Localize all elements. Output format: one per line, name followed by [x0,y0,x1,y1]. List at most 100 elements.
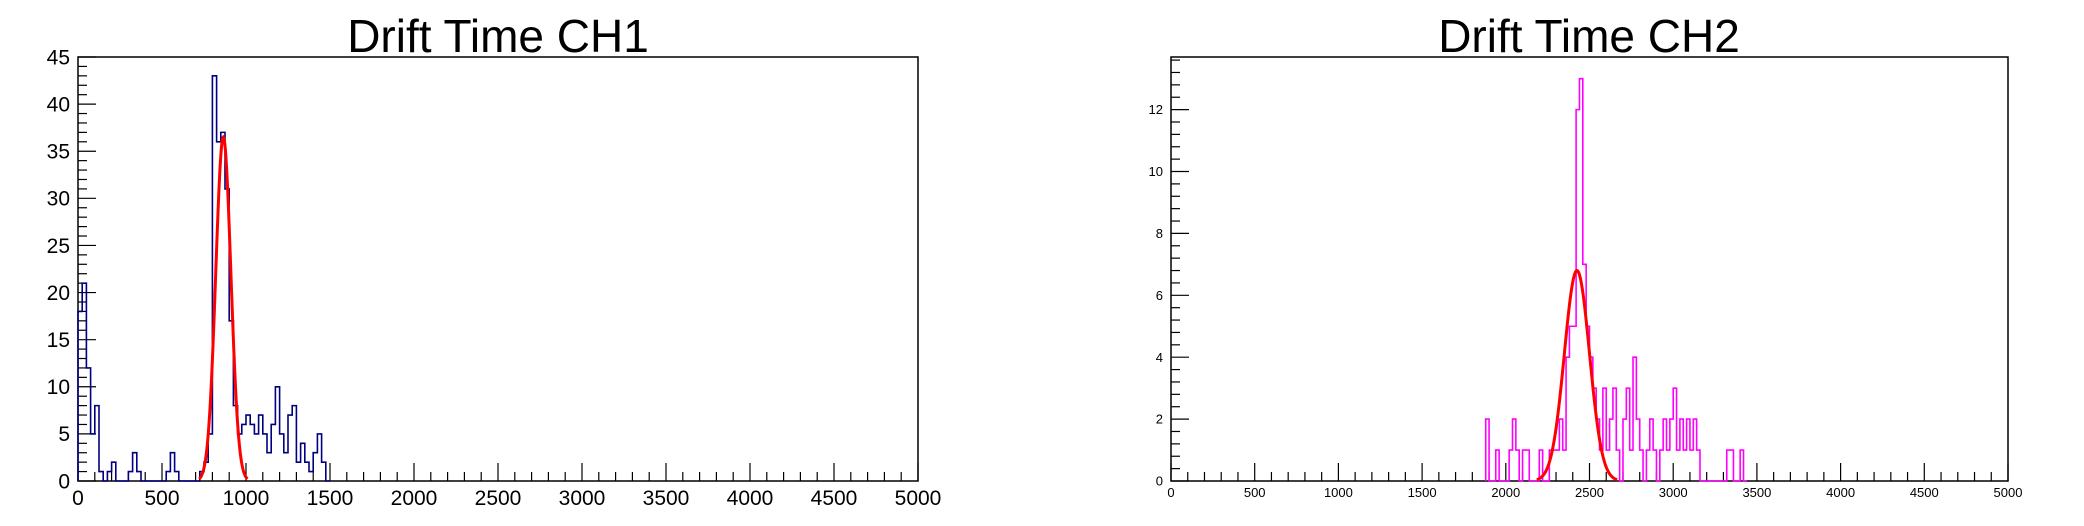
histogram-bin [1727,450,1730,481]
histogram-bin [254,434,258,481]
histogram-bin [1526,450,1529,481]
x-tick-label: 3000 [1659,485,1688,500]
histogram-bin [1667,450,1670,481]
y-tick-label: 10 [47,376,70,399]
x-tick-label: 4000 [1826,485,1855,500]
histogram-bin [1569,326,1572,481]
y-tick-label: 35 [47,141,70,164]
y-tick-label: 15 [47,329,70,352]
histogram-bin [1683,450,1686,481]
gaussian-fit-curve [198,134,249,481]
histogram-bin [1566,357,1569,481]
histogram-bin [267,453,271,481]
histogram-bin [246,415,250,481]
histogram-bin [112,462,116,481]
histogram-bin [175,472,179,481]
histogram-bin [95,406,99,481]
histogram-bin [1559,419,1562,481]
histogram-panel-ch2: Drift Time CH2 0 500 1000 1500 2000 2500 3000 35… [1149,10,2023,500]
histogram-bin [170,453,174,481]
histogram-bin [1610,419,1613,481]
histogram-bin [1523,450,1526,481]
histogram-bin [275,387,279,481]
histogram-bin [1687,419,1690,481]
histogram-bin [1626,388,1629,481]
x-tick-label: 1500 [307,487,354,510]
histogram-bin [1633,357,1636,481]
histogram-bin [1516,450,1519,481]
y-tick-label: 6 [1156,288,1163,303]
y-tick-label: 0 [1156,474,1163,489]
x-tick-label: 4000 [727,487,774,510]
histogram-bin [280,434,284,481]
histogram-bin [296,462,300,481]
plot-frame [77,56,919,482]
histogram-bin [78,311,82,481]
histogram-bin [301,443,305,481]
x-tick-label: 500 [1244,485,1266,500]
histogram-bin [1646,450,1649,481]
x-tick-label: 3500 [643,487,690,510]
histogram-bin [1650,419,1653,481]
histogram-bin [1563,450,1566,481]
x-tick-label: 1500 [1408,485,1437,500]
y-tick-label: 40 [47,93,70,116]
histogram-bin [82,283,86,481]
histogram-bin [1486,419,1489,481]
histogram-bin [166,472,170,481]
histogram-bin [1630,450,1633,481]
histogram-bin [1573,326,1576,481]
x-tick-label: 500 [144,487,179,510]
histogram-bin [133,453,137,481]
x-tick-label: 5000 [1994,485,2023,500]
histogram-bin [86,368,90,481]
histogram-bin [322,462,326,481]
chart-title: Drift Time CH1 [347,10,649,62]
y-tick-label: 12 [1149,102,1163,117]
y-tick-label: 25 [47,235,70,258]
histogram-bin [1636,419,1639,481]
histogram-bin [107,472,111,481]
histogram-bin [1556,450,1559,481]
histogram-bin [1740,450,1743,481]
histogram-bin [1613,388,1616,481]
x-tick-label: 2000 [391,487,438,510]
histogram-bin [1663,419,1666,481]
histogram-bin [1697,450,1700,481]
y-tick-label: 4 [1156,350,1163,365]
histogram-bin [137,472,141,481]
y-tick-label: 0 [58,470,70,493]
histogram-bin [91,434,95,481]
histogram-bin [1623,419,1626,481]
histogram-bin [1677,450,1680,481]
x-tick-label: 2500 [1575,485,1604,500]
histogram-panel-ch1: Drift Time CH1 0 500 1000 1500 2000 2500 3000 35… [47,10,942,510]
histogram-bin [1616,450,1619,481]
histogram-bin [1509,450,1512,481]
histogram-series [77,75,330,482]
chart-title: Drift Time CH2 [1438,10,1740,62]
y-tick-label: 2 [1156,412,1163,427]
histogram-bin [317,434,321,481]
x-tick-label: 4500 [1910,485,1939,500]
histogram-bin [305,462,309,481]
x-tick-label: 3500 [1742,485,1771,500]
x-tick-label: 3000 [559,487,606,510]
histogram-bin [313,453,317,481]
histogram-bin [288,415,292,481]
histogram-bin [263,434,267,481]
histogram-bin [1730,450,1733,481]
x-tick-label: 0 [1167,485,1174,500]
histogram-bin [250,424,254,481]
histogram-bin [1693,419,1696,481]
y-tick-label: 8 [1156,226,1163,241]
histogram-bin [1690,450,1693,481]
histogram-bin [259,415,263,481]
histogram-bin [1653,450,1656,481]
x-tick-label: 4500 [811,487,858,510]
x-tick-label: 0 [72,487,84,510]
histogram-bin [1512,419,1515,481]
histogram-bin [292,406,296,481]
y-tick-label: 10 [1149,164,1163,179]
